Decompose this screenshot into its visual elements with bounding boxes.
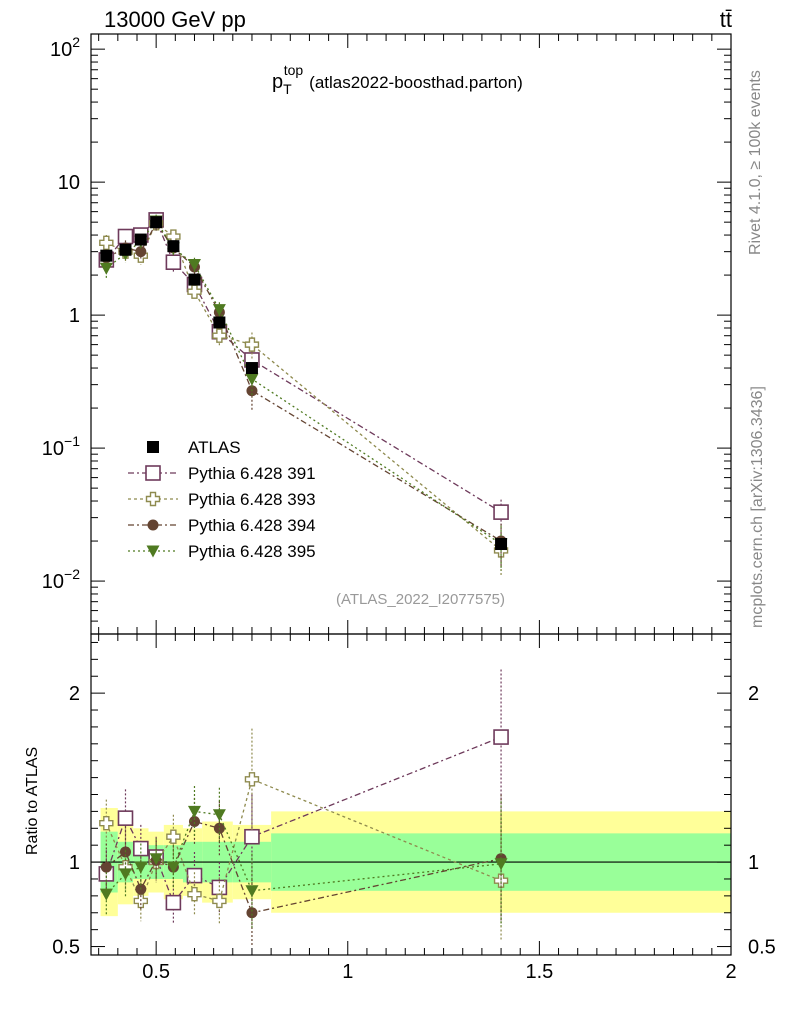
ratio-point [166,861,180,874]
ratio-point [99,816,114,831]
ratio-point [493,873,509,888]
legend-marker [145,491,161,507]
legend-label: Pythia 6.428 395 [188,542,316,561]
y-tick-exponent: −2 [64,566,80,582]
plot-title-rest: (atlas2022-boosthad.parton) [309,73,523,92]
mcplots-reference-label: mcplots.cern.ch [arXiv:1306.3436] [749,386,766,628]
legend-marker [145,465,161,481]
series-point [212,328,227,343]
ratio-point [134,861,148,874]
x-tick-label: 0.5 [142,961,170,983]
ratio-y-tick-label: 0.5 [52,937,80,959]
y-tick-base: 10 [50,39,72,61]
y-tick-label: 10 [58,172,80,194]
ratio-y-tick-label-right: 1 [748,852,759,874]
y-tick-base: 1 [69,305,80,327]
plot-title: pTtop (atlas2022-boosthad.parton) [272,62,523,97]
x-tick-label: 2 [725,961,736,983]
plot-title-superscript: top [284,62,304,78]
data-point [119,243,132,256]
series-point [212,304,226,317]
data-point [100,249,113,262]
series-point [245,373,259,386]
data-point [167,240,180,253]
y-tick-exponent: 2 [72,34,80,50]
main-panel-series [98,212,509,576]
y-tick-base: 10 [58,172,80,194]
x-tick-label: 1.5 [525,961,553,983]
ratio-y-tick-label-right: 2 [748,683,759,705]
ratio-axis-label: Ratio to ATLAS [24,747,41,855]
series-point [244,337,260,352]
plot-title-main: p [272,71,283,93]
ratio-point [117,810,134,826]
ratio-point [166,829,181,844]
y-tick-label: 1 [69,305,80,327]
ratio-point [246,907,258,919]
data-point [134,233,147,246]
ratio-point [244,828,260,845]
ratio-panel-frame: 2 2 1 1 0.5 0.5 0.5 1 1.5 2 [52,633,776,983]
legend-label: Pythia 6.428 393 [188,490,316,509]
ratio-point [212,893,227,909]
process-label: tt̄ [720,7,732,32]
ratio-point [118,868,132,881]
y-tick-exponent: −1 [64,433,80,449]
ratio-panel-bands [91,808,731,917]
y-tick-label: 10−2 [42,566,80,593]
ratio-point [149,853,163,866]
ratio-point [493,729,509,745]
analysis-tag: (ATLAS_2022_I2077575) [336,591,505,608]
ratio-point [212,809,226,822]
ratio-panel-series [98,669,509,947]
ratio-y-tick-label-right: 0.5 [748,937,776,959]
plot-title-subscript: T [283,81,292,97]
y-tick-base: 10 [42,571,64,593]
ratio-point [494,858,508,871]
data-point [150,216,163,229]
series-point [493,504,509,520]
series-point [165,254,182,270]
legend-label: ATLAS [188,438,241,457]
legend-marker [146,545,160,558]
ratio-point [187,886,202,902]
ratio-point [100,861,112,873]
legend-marker [147,441,159,453]
ratio-point [187,805,201,818]
data-point [188,273,201,286]
legend: ATLAS Pythia 6.428 391 Pythia 6.428 393 Pyt… [128,438,316,561]
rivet-version-label: Rivet 4.1.0, ≥ 100k events [747,70,764,255]
ratio-y-tick-label: 1 [69,852,80,874]
x-tick-label: 1 [342,961,353,983]
ratio-point [244,772,260,787]
ratio-point [245,885,259,898]
series-point [99,262,113,275]
data-point [495,538,508,551]
y-tick-label: 102 [50,34,80,61]
ratio-y-tick-label: 2 [69,683,80,705]
ratio-point [165,894,182,911]
data-point [245,362,258,375]
collision-energy-label: 13000 GeV pp [104,7,246,32]
main-axes-frame [90,33,732,635]
ratio-point [188,816,200,828]
y-tick-base: 10 [42,438,64,460]
data-point [213,316,226,329]
series-point [187,259,201,272]
series-point [135,246,147,258]
ratio-point [99,888,113,901]
legend-label: Pythia 6.428 394 [188,516,316,535]
series-point [187,284,202,299]
legend-marker [147,519,159,531]
series-point [99,235,114,250]
y-tick-label: 10−1 [42,433,80,460]
legend-label: Pythia 6.428 391 [188,464,316,483]
